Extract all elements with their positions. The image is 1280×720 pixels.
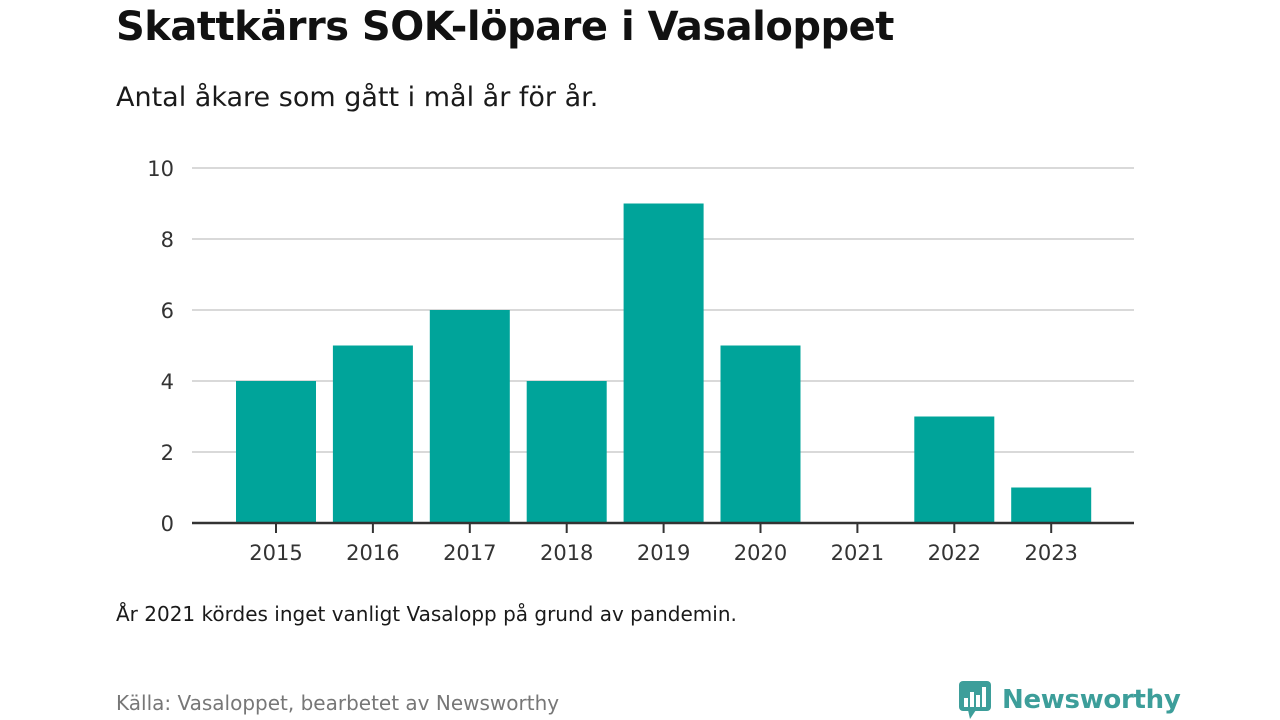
tick-labels: 0 2 4 6 8 10 2015 2016 2017 2018 2019 2020 2021 2022 2…: [147, 157, 1078, 565]
x-axis: [192, 521, 1134, 533]
x-tick-label: 2022: [928, 541, 981, 565]
y-tick-label: 8: [161, 228, 174, 252]
bar-2020: [720, 345, 801, 523]
bar-2019: [623, 203, 704, 523]
x-tick-label: 2018: [540, 541, 593, 565]
bar-2017: [429, 310, 510, 523]
x-tick-label: 2017: [443, 541, 496, 565]
bar-2022: [914, 416, 995, 523]
bar-2023: [1011, 487, 1092, 523]
y-tick-label: 4: [161, 370, 174, 394]
x-tick-label: 2023: [1024, 541, 1077, 565]
x-tick-label: 2015: [249, 541, 302, 565]
bar-2016: [332, 345, 413, 523]
chart-note: År 2021 kördes inget vanligt Vasalopp på…: [116, 602, 737, 626]
source-text: Källa: Vasaloppet, bearbetet av Newswort…: [116, 691, 560, 715]
y-tick-label: 10: [147, 157, 174, 181]
brand-name: Newsworthy: [1002, 685, 1181, 715]
x-tick-label: 2019: [637, 541, 690, 565]
x-tick-label: 2021: [831, 541, 884, 565]
x-tick-label: 2016: [346, 541, 399, 565]
y-tick-label: 6: [161, 299, 174, 323]
bar-chart: 0 2 4 6 8 10 2015 2016 2017 2018 2019 2020 2021 2022 2…: [147, 157, 1134, 565]
newsworthy-chart-bubble-icon: [959, 681, 991, 719]
chart-subtitle: Antal åkare som gått i mål år för år.: [116, 82, 599, 113]
y-tick-label: 2: [161, 441, 174, 465]
bar-2018: [526, 381, 607, 523]
bars: [236, 203, 1092, 523]
x-tick-label: 2020: [734, 541, 787, 565]
chart-title: Skattkärrs SOK-löpare i Vasaloppet: [116, 4, 894, 50]
y-tick-label: 0: [161, 512, 174, 536]
bar-2015: [236, 381, 316, 523]
brand-logo: Newsworthy: [958, 680, 1181, 720]
